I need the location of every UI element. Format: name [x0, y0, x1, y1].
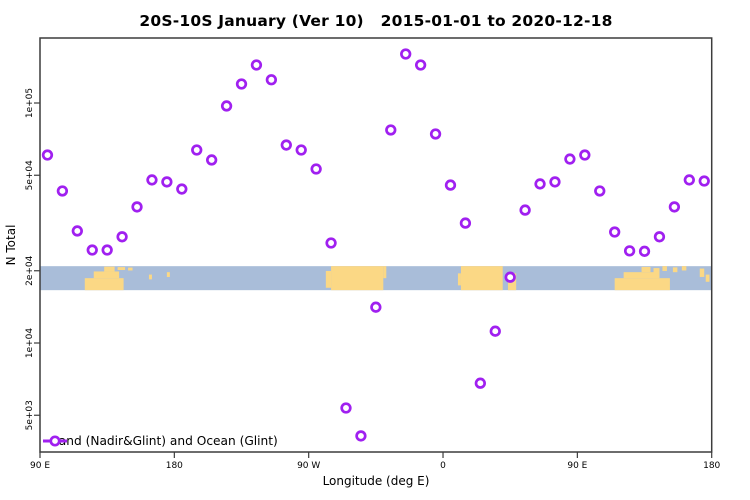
map-strip-land-melanesia-islands — [699, 268, 705, 277]
map-strip-land-australia-new-guinea-east — [623, 272, 658, 279]
map-strip-land-australia-new-guinea-east — [614, 278, 670, 291]
data-point — [609, 226, 621, 238]
map-strip-land-south-america — [383, 266, 387, 279]
data-point — [71, 225, 83, 237]
data-point — [489, 325, 501, 337]
map-strip-land-australia-new-guinea-west — [84, 278, 124, 291]
y-tick-label: 1e+05 — [25, 88, 35, 118]
data-point — [683, 174, 695, 186]
data-point — [698, 175, 710, 187]
data-point — [400, 48, 412, 60]
map-strip-land-pacific-islands-west — [166, 272, 170, 277]
data-point — [355, 430, 367, 442]
data-point — [668, 201, 681, 213]
data-point — [191, 144, 203, 156]
data-point — [220, 100, 233, 112]
x-tick-label: 180 — [703, 461, 720, 471]
data-point — [459, 217, 472, 229]
x-tick-label: 180 — [166, 461, 183, 471]
x-tick-label: 0 — [440, 461, 446, 471]
data-point — [280, 139, 292, 151]
data-point — [325, 237, 337, 249]
x-tick-label: 90 E — [30, 461, 50, 471]
data-point — [146, 174, 158, 186]
data-point — [623, 245, 636, 257]
map-strip-land-africa — [460, 266, 503, 291]
x-tick-label: 90 E — [567, 461, 587, 471]
data-point — [638, 245, 651, 257]
data-point — [504, 271, 516, 283]
legend-circle — [49, 435, 61, 447]
map-strip-land-south-america — [331, 266, 384, 291]
chart-title: 20S-10S January (Ver 10) 2015-01-01 to 2… — [139, 12, 613, 30]
data-point — [295, 144, 307, 156]
data-point — [564, 153, 576, 165]
data-point — [653, 231, 666, 243]
data-point — [176, 183, 188, 195]
data-point — [86, 244, 98, 256]
map-strip-land-melanesia-islands — [681, 266, 687, 271]
map-strip-land-australia-new-guinea-east — [653, 268, 660, 279]
data-point — [549, 176, 561, 188]
y-tick-label: 5e+04 — [25, 160, 35, 191]
legend: Land (Nadir&Glint) and Ocean (Glint) — [42, 433, 278, 449]
data-point — [131, 201, 143, 213]
data-point — [101, 244, 113, 256]
y-tick-label: 2e+04 — [25, 255, 35, 286]
data-point — [385, 124, 397, 136]
data-point — [414, 59, 427, 71]
map-strip-land-melanesia-islands — [705, 274, 710, 282]
x-tick-label: 90 W — [297, 461, 320, 471]
data-point — [250, 59, 263, 71]
map-strip-land-australia-new-guinea-west — [93, 271, 120, 279]
data-point — [519, 204, 531, 216]
data-point — [594, 185, 606, 197]
map-strip-land-australia-new-guinea-east — [662, 266, 667, 271]
legend-label: Land (Nadir&Glint) and Ocean (Glint) — [52, 434, 278, 448]
data-point — [161, 176, 173, 188]
map-strip-land-australia-new-guinea-east — [641, 266, 651, 273]
data-point — [310, 163, 322, 175]
y-tick-label: 1e+04 — [25, 328, 35, 359]
plot-box — [39, 37, 713, 453]
data-point — [206, 154, 218, 166]
data-point — [41, 149, 54, 161]
map-strip-land-melanesia-islands — [672, 267, 678, 273]
data-point — [265, 74, 278, 86]
map-strip-land-pacific-islands-west — [148, 274, 152, 280]
data-point — [116, 231, 128, 243]
legend-marker-icon — [43, 435, 67, 447]
data-point — [370, 301, 382, 313]
map-strip-land-south-america — [325, 270, 332, 288]
map-strip-land-australia-new-guinea-west — [117, 267, 126, 271]
data-point — [56, 185, 69, 197]
data-point — [235, 78, 248, 90]
data-point — [474, 377, 486, 389]
data-point — [579, 149, 591, 161]
x-axis-title: Longitude (deg E) — [322, 474, 430, 488]
data-point — [340, 402, 352, 414]
map-strip-land-australia-new-guinea-west — [128, 267, 133, 271]
data-point — [429, 128, 442, 140]
data-point — [444, 179, 457, 191]
map-strip-land-australia-new-guinea-west — [104, 266, 115, 272]
data-point — [534, 178, 546, 190]
y-tick-label: 5e+03 — [25, 400, 35, 430]
map-strip-land-africa — [457, 273, 461, 286]
